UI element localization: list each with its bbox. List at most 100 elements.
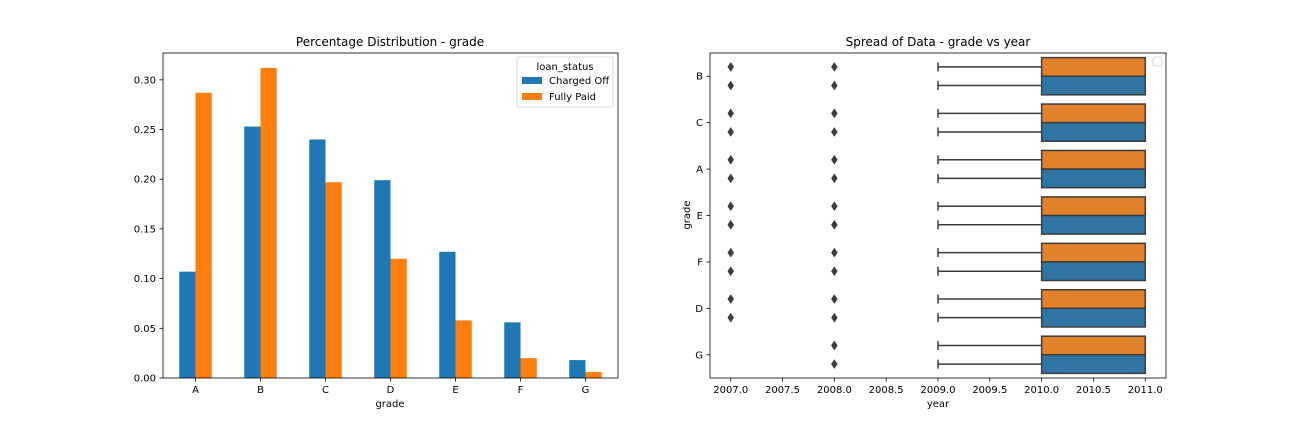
box-b-hue1-outlier (831, 80, 838, 91)
bar-charged-off-a (179, 271, 196, 378)
bar-plot-frame (162, 52, 619, 379)
bar-x-tick-label: B (257, 385, 264, 396)
bar-fully-paid-g (585, 372, 602, 378)
bar-charged-off-f (504, 322, 521, 378)
box-x-tick-label: 2007.5 (765, 385, 800, 396)
box-chart: Spread of Data - grade vs year B C A E F D G 2… (682, 35, 1167, 410)
bar-x-tick-label: C (322, 385, 329, 396)
box-x-tick-label: 2009.5 (972, 385, 1007, 396)
bar-fully-paid-b (260, 67, 277, 378)
bar-y-tick-label: 0.15 (134, 224, 156, 235)
box-x-tick-label: 2008.5 (869, 385, 904, 396)
box-a-hue0-body (1040, 149, 1147, 170)
box-b-hue1-body (1040, 75, 1147, 96)
bar-legend-title: loan_status (536, 62, 593, 73)
bar-chart: Percentage Distribution - grade 0.00 0.05… (134, 35, 619, 410)
box-legend-box (1152, 56, 1163, 67)
box-d-hue1-outlier (831, 312, 838, 323)
bar-x-tick-label: A (192, 385, 199, 396)
box-chart-title: Spread of Data - grade vs year (846, 35, 1031, 49)
bar-x-tick-label: E (452, 385, 458, 396)
bar-fully-paid-c (325, 182, 342, 378)
box-a-hue1-outlier (831, 173, 838, 184)
box-x-tick-label: 2010.5 (1076, 385, 1111, 396)
box-e-hue0-outlier (831, 201, 838, 212)
bar-legend-swatch-fully-paid (522, 93, 542, 100)
box-b-hue1-outlier (727, 80, 735, 91)
box-y-tick-label: F (697, 257, 703, 268)
bar-y-tick-label: 0.05 (134, 324, 156, 335)
box-e-hue0-body (1040, 196, 1147, 217)
bar-legend-label-charged-off: Charged Off (549, 76, 610, 87)
bar-charged-off-g (569, 360, 586, 378)
box-x-axis-ticks: 2007.0 2007.5 2008.0 2008.5 2009.0 2009.5 2010… (713, 378, 1163, 396)
box-b-hue0-outlier (727, 61, 735, 72)
box-y-axis-ticks: B C A E F D G (695, 72, 710, 361)
box-f-hue0-outlier (727, 247, 735, 258)
box-x-tick-label: 2009.0 (921, 385, 956, 396)
box-c-hue1-body (1040, 121, 1147, 142)
bar-y-tick-label: 0.10 (134, 274, 156, 285)
box-e-hue1-outlier (831, 219, 838, 230)
box-f-hue0-outlier (831, 247, 838, 258)
bar-x-axis-ticks: A B C D E F G (192, 378, 589, 396)
box-c-hue0-body (1040, 103, 1147, 124)
box-y-tick-label: B (696, 72, 703, 83)
box-e-hue1-body (1040, 214, 1147, 235)
box-f-hue1-outlier (831, 266, 838, 277)
bar-y-tick-label: 0.30 (134, 75, 156, 86)
box-c-hue0-outlier (727, 108, 735, 119)
bar-fully-paid-f (520, 358, 537, 378)
bar-fully-paid-a (195, 92, 212, 379)
bar-y-tick-label: 0.20 (134, 175, 156, 186)
bar-marks (179, 67, 602, 379)
box-a-hue1-body (1040, 168, 1147, 189)
box-a-hue1-outlier (727, 173, 735, 184)
box-g-hue1-outlier (831, 359, 838, 370)
box-a-hue0-outlier (727, 154, 735, 165)
box-x-tick-label: 2008.0 (817, 385, 852, 396)
box-d-hue0-outlier (831, 294, 838, 305)
box-g-hue1-body (1040, 354, 1147, 375)
box-f-hue1-body (1040, 261, 1147, 282)
bar-fully-paid-d (390, 258, 407, 378)
box-f-hue1-outlier (727, 266, 735, 277)
box-y-tick-label: E (697, 211, 703, 222)
bar-charged-off-b (244, 126, 261, 379)
box-e-hue1-outlier (727, 219, 735, 230)
box-c-hue0-outlier (831, 108, 838, 119)
box-c-hue1-outlier (727, 126, 735, 137)
bar-charged-off-d (374, 180, 391, 378)
box-d-hue0-outlier (727, 294, 735, 305)
bar-fully-paid-e (455, 320, 472, 378)
bar-y-tick-label: 0.25 (134, 125, 156, 136)
bar-legend-label-fully-paid: Fully Paid (549, 92, 596, 103)
box-plot-frame (709, 52, 1167, 379)
box-y-tick-label: A (696, 165, 703, 176)
box-y-tick-label: C (696, 118, 703, 129)
bar-x-tick-label: F (518, 385, 524, 396)
bar-x-tick-label: G (582, 385, 590, 396)
box-x-tick-label: 2011.0 (1128, 385, 1163, 396)
box-marks (727, 56, 1147, 375)
box-y-tick-label: G (695, 350, 703, 361)
box-b-hue0-outlier (831, 61, 838, 72)
box-d-hue1-body (1040, 307, 1147, 328)
box-x-tick-label: 2007.0 (713, 385, 748, 396)
bar-x-tick-label: D (387, 385, 395, 396)
box-c-hue1-outlier (831, 126, 838, 137)
box-a-hue0-outlier (831, 154, 838, 165)
bar-legend-swatch-charged-off (522, 77, 542, 84)
box-y-tick-label: D (695, 304, 703, 315)
bar-chart-title: Percentage Distribution - grade (296, 35, 484, 49)
bar-charged-off-e (439, 251, 456, 378)
bar-y-axis-ticks: 0.00 0.05 0.10 0.15 0.20 0.25 0.30 (134, 75, 163, 385)
box-x-tick-label: 2010.0 (1024, 385, 1059, 396)
box-e-hue0-outlier (727, 201, 735, 212)
bar-legend: loan_status Charged Off Fully Paid (516, 56, 614, 108)
bar-y-tick-label: 0.00 (134, 374, 156, 385)
box-g-hue0-body (1040, 335, 1147, 356)
bar-charged-off-c (309, 139, 326, 378)
bar-x-axis-label: grade (375, 399, 404, 410)
